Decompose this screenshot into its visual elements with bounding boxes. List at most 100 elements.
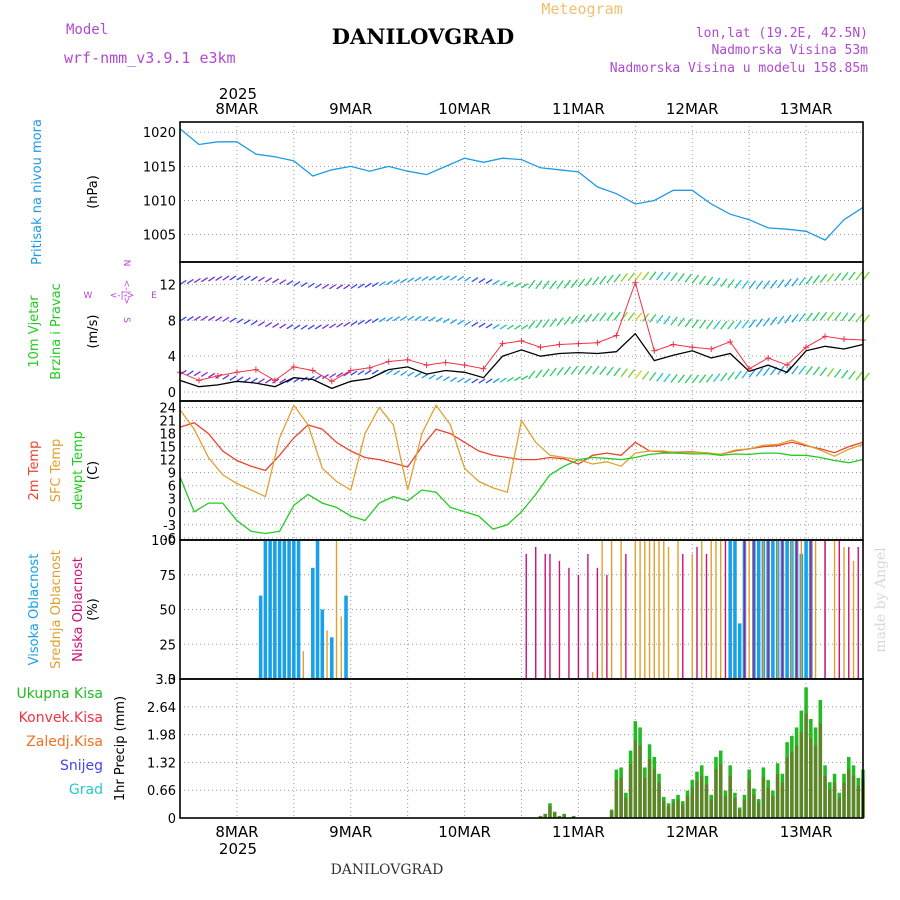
wind-barb [677, 374, 685, 384]
wind-barb [549, 280, 557, 290]
y-tick-label: 6 [168, 480, 176, 495]
wind-barb [819, 367, 828, 377]
cloud-bar [804, 540, 808, 679]
wind-barb [791, 313, 799, 323]
cloud-bar [785, 540, 789, 679]
precip-overlap-bar [552, 812, 557, 818]
wind-barb [627, 369, 636, 379]
gust-marker [214, 372, 221, 379]
precip-overlap-bar [571, 816, 576, 818]
precip-overlap-bar [647, 759, 652, 818]
wind-barb [819, 274, 828, 283]
precip-overlap-bar [718, 764, 723, 818]
wind-barb [179, 279, 187, 285]
label-layer: Model wrf-nmm_v3.9.1 e3km DANILOVGRAD Me… [64, 0, 889, 878]
wind-barb [741, 369, 749, 379]
wind-barb [442, 275, 450, 281]
wind-barb [215, 316, 223, 322]
wind-barb [556, 317, 564, 327]
wind-barb [485, 378, 493, 384]
precip-legend-entry: Ukupna Kisa [16, 686, 103, 702]
y-tick-label: 0 [168, 673, 176, 688]
wind-barb [186, 370, 194, 376]
y-tick-label: 1010 [143, 195, 176, 210]
wind-barb [834, 272, 842, 282]
y-tick-label: 12 [159, 278, 176, 293]
precip-overlap-bar [766, 787, 770, 818]
precip-overlap-bar [775, 774, 780, 818]
wind-barb [670, 316, 678, 326]
wind-barb [784, 314, 792, 324]
wind-barb [698, 374, 707, 384]
wind-barb [634, 370, 643, 380]
wind-barb [641, 371, 650, 380]
wind-barb [641, 271, 650, 281]
wind-barb [556, 366, 564, 376]
precip-overlap-bar [747, 779, 751, 818]
panel-layer: 1005 1010 1015 1020 (hPa) Pritisak na nivou m… [16, 100, 870, 841]
wind-barb [400, 315, 408, 321]
cloud-bar [263, 540, 268, 679]
precip-overlap-bar [680, 804, 685, 818]
compass-arrows-v: <-|-> [121, 280, 131, 305]
wind-barb [400, 370, 408, 376]
wind-barb [428, 275, 436, 281]
wind-barb [720, 372, 728, 382]
wind-barb [193, 277, 201, 284]
wind-barb [656, 271, 664, 281]
wind-barb [762, 280, 771, 290]
wind-barb [848, 370, 856, 380]
wind-barb [385, 280, 393, 286]
wind-barb [570, 315, 579, 325]
precip-overlap-bar [794, 745, 799, 818]
wind-barb [378, 317, 386, 323]
wind-barb [350, 320, 358, 326]
wind-barb [414, 315, 422, 321]
y-tick-label: -3 [163, 519, 176, 534]
wind-barb [755, 280, 764, 290]
compass-w: W [84, 291, 93, 301]
series-line [179, 404, 864, 498]
precip-overlap-bar [614, 779, 619, 818]
wind-barb [222, 374, 230, 380]
wind-barb [321, 323, 329, 330]
wind-barb [563, 316, 572, 326]
wind-barb [741, 280, 749, 290]
wind-barb [364, 369, 372, 375]
wind-barb [805, 366, 813, 375]
wind-barb [236, 318, 244, 324]
wind-barb [193, 371, 201, 377]
wind-barb [620, 368, 628, 378]
wind-barb [734, 279, 742, 289]
wind-barb [250, 377, 258, 383]
wind-barb [656, 372, 664, 382]
y-tick-label: 50 [159, 604, 176, 619]
wind-barb [499, 324, 507, 330]
wind-barb [200, 277, 208, 283]
wind-barb [834, 368, 842, 378]
wind-barb [727, 371, 735, 381]
wind-barb [286, 324, 294, 330]
wind-barb [314, 374, 322, 381]
wind-barb [528, 320, 536, 330]
wind-barb [748, 319, 756, 329]
wind-barb [784, 365, 792, 375]
wind-barb [208, 315, 216, 322]
wind-barb [713, 320, 721, 330]
precip-overlap-bar [685, 796, 690, 818]
precip-overlap-bar [609, 811, 614, 818]
gust-marker [404, 356, 411, 363]
precip-overlap-bar [856, 785, 861, 818]
wind-barb [208, 372, 216, 378]
panel-precip: 0 0.66 1.32 1.98 2.64 3.3 1hr Precip (mm) Ukupn… [16, 673, 865, 827]
wind-barb [193, 315, 201, 321]
wind-barb [329, 323, 337, 329]
wind-barb [705, 373, 714, 383]
y-axis-label: 1hr Precip (mm) [113, 696, 128, 801]
gust-marker [803, 344, 810, 351]
wind-barb [464, 276, 472, 282]
wind-barb [549, 318, 557, 328]
wind-barb [414, 276, 422, 282]
wind-barb [435, 317, 443, 323]
station-title: DANILOVGRAD [332, 24, 514, 49]
